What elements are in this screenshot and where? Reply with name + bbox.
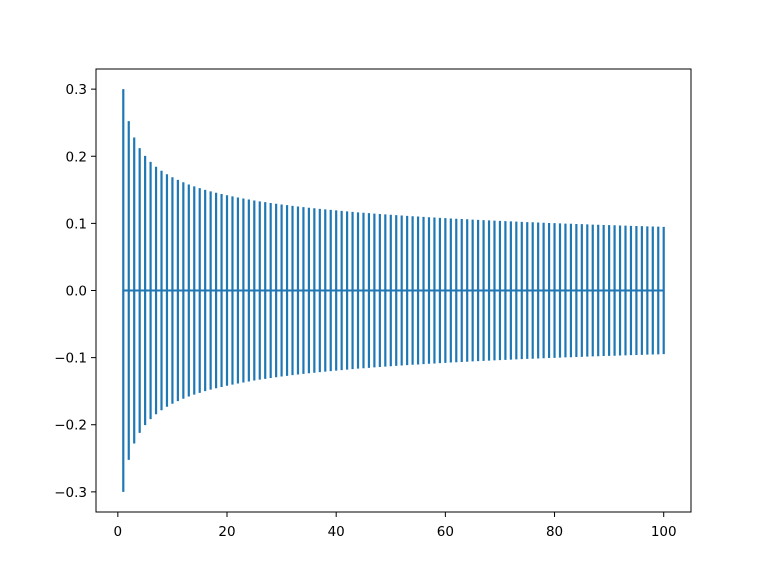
y-tick-label: 0.2 [66, 149, 87, 165]
x-tick-label: 60 [437, 524, 454, 540]
y-tick-label: 0.0 [66, 284, 87, 300]
y-tick-label: −0.1 [54, 351, 87, 367]
y-axis: −0.3 −0.2 −0.1 0.0 0.1 0.2 0.3 [54, 82, 96, 501]
x-tick-label: 40 [328, 524, 345, 540]
y-tick-label: 0.3 [66, 82, 87, 98]
y-tick-label: −0.3 [54, 485, 87, 501]
x-tick-label: 20 [218, 524, 235, 540]
y-tick-label: 0.1 [66, 216, 87, 232]
x-tick-label: 80 [546, 524, 563, 540]
x-tick-label: 0 [114, 524, 123, 540]
x-axis: 0 20 40 60 80 100 [114, 512, 677, 540]
y-tick-label: −0.2 [54, 418, 87, 434]
x-tick-label: 100 [651, 524, 677, 540]
